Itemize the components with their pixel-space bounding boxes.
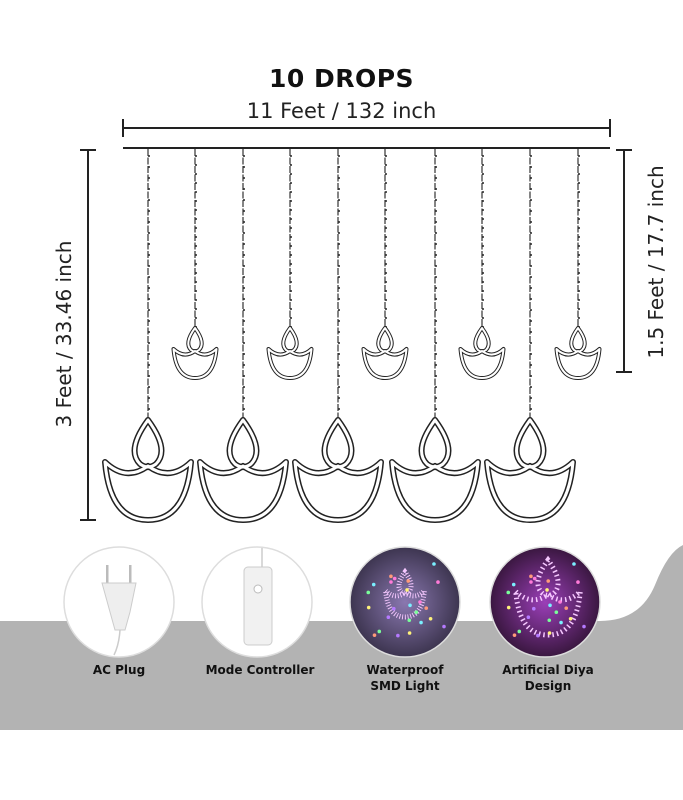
feature-label-line: Artificial Diya xyxy=(502,663,594,677)
drop-short xyxy=(361,149,409,380)
width-dimension-line xyxy=(122,119,611,137)
feature-mode-controller xyxy=(201,546,313,658)
drop-long xyxy=(484,149,576,523)
drop-long xyxy=(102,149,194,523)
drop-long xyxy=(292,149,384,523)
feature-ac-plug xyxy=(63,546,175,658)
diya-icon xyxy=(266,326,314,380)
feature-label-text: AC Plug xyxy=(92,663,146,677)
feature-circle xyxy=(349,546,461,658)
total-height-line xyxy=(80,149,96,521)
width-label: 11 Feet / 132 inch xyxy=(246,99,437,123)
feature-label-line: Design xyxy=(524,679,572,693)
feature-label-ac-plug: AC Plug xyxy=(49,662,189,678)
diya-icon xyxy=(171,326,219,380)
feature-label-waterproof: Waterproof SMD Light xyxy=(335,662,475,694)
drop-long xyxy=(197,149,289,523)
diya-icon xyxy=(458,326,506,380)
drop-long xyxy=(389,149,481,523)
diya-icon xyxy=(292,417,384,523)
drop-short xyxy=(171,149,219,380)
drop-short xyxy=(458,149,506,380)
ac-plug-icon xyxy=(101,565,137,656)
feature-waterproof-photo xyxy=(349,546,461,658)
drop-short xyxy=(266,149,314,380)
gray-band xyxy=(0,545,683,730)
short-drop-height-label: 1.5 Feet / 17.7 inch xyxy=(644,165,668,359)
diya-icon xyxy=(389,417,481,523)
diya-icon xyxy=(361,326,409,380)
feature-label-mode-controller: Mode Controller xyxy=(190,662,330,678)
diya-icon xyxy=(102,417,194,523)
feature-label-line: Waterproof xyxy=(366,663,444,677)
mode-controller-icon xyxy=(243,548,273,646)
lit-diya-photo xyxy=(366,562,446,638)
diya-icon xyxy=(197,417,289,523)
feature-diya-photo xyxy=(489,546,601,658)
feature-label-text: Mode Controller xyxy=(205,663,315,677)
feature-circle xyxy=(489,546,601,658)
diya-icon xyxy=(554,326,602,380)
drop-short xyxy=(554,149,602,380)
feature-label-diya-design: Artificial Diya Design xyxy=(478,662,618,694)
drops-title: 10 DROPS xyxy=(268,64,415,93)
lit-diya-closeup-photo xyxy=(506,555,586,638)
short-drop-height-line xyxy=(616,149,632,373)
total-height-label: 3 Feet / 33.46 inch xyxy=(52,240,76,428)
feature-label-line: SMD Light xyxy=(370,679,440,693)
diya-icon xyxy=(484,417,576,523)
